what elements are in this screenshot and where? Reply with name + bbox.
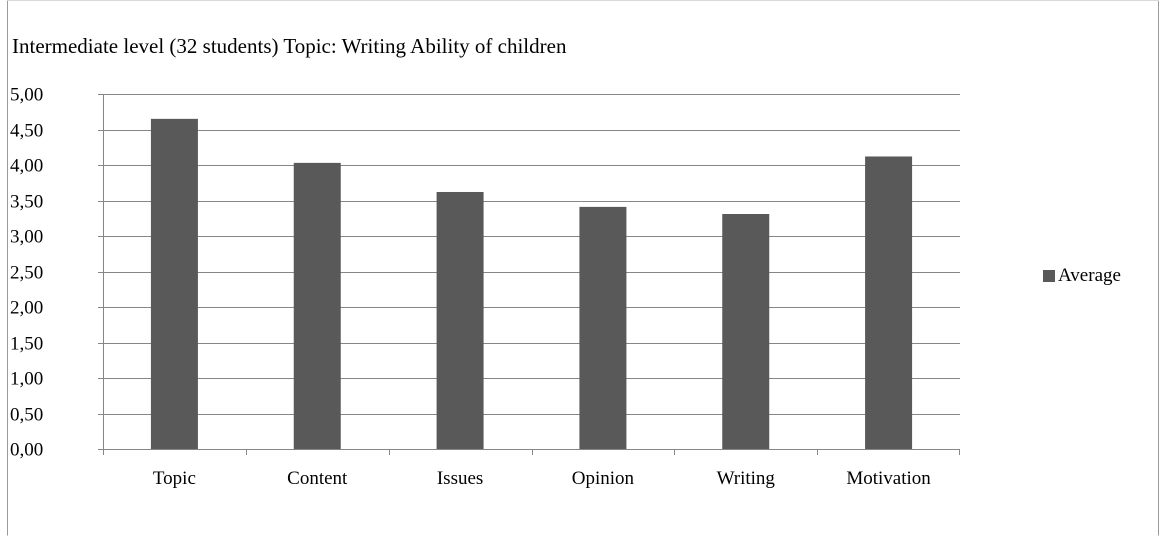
x-tick-label: Opinion [572,468,635,489]
y-tick-label: 3,50 [10,192,43,213]
y-axis-ticks: 0,00 0,50 1,00 1,50 2,00 2,50 3,00 3,50 4,00 4,50… [10,85,103,461]
legend: Average [1043,265,1121,287]
y-tick-label: 5,00 [10,85,43,106]
y-tick-label: 1,50 [10,334,43,355]
y-tick-label: 0,00 [10,440,43,461]
y-tick-label: 1,00 [10,369,43,390]
bar-motivation [865,156,913,450]
x-tick-label: Writing [717,468,776,489]
y-tick-label: 3,00 [10,227,43,248]
x-tick-label: Topic [153,468,196,489]
axes [103,94,960,450]
gridlines [103,94,960,415]
chart-title: Intermediate level (32 students) Topic: … [12,34,567,58]
bar-issues [436,191,484,450]
y-tick-label: 4,50 [10,121,43,142]
x-tick-label: Issues [437,468,483,489]
bar-content [293,162,341,449]
y-tick-label: 2,50 [10,263,43,284]
x-tick-label: Motivation [846,468,931,489]
x-tick-label: Content [287,468,348,489]
legend-label-average: Average [1058,265,1121,286]
y-tick-label: 2,00 [10,298,43,319]
chart-frame-top-border [7,0,1159,1]
y-tick-label: 4,00 [10,156,43,177]
y-tick-label: 0,50 [10,405,43,426]
legend-swatch-average [1043,270,1055,282]
bars [150,118,913,450]
bar-topic [150,118,198,449]
x-axis-ticks: Topic Content Issues Opinion Writing Motivati… [103,449,960,489]
bar-opinion [579,206,627,449]
bar-writing [722,213,770,449]
